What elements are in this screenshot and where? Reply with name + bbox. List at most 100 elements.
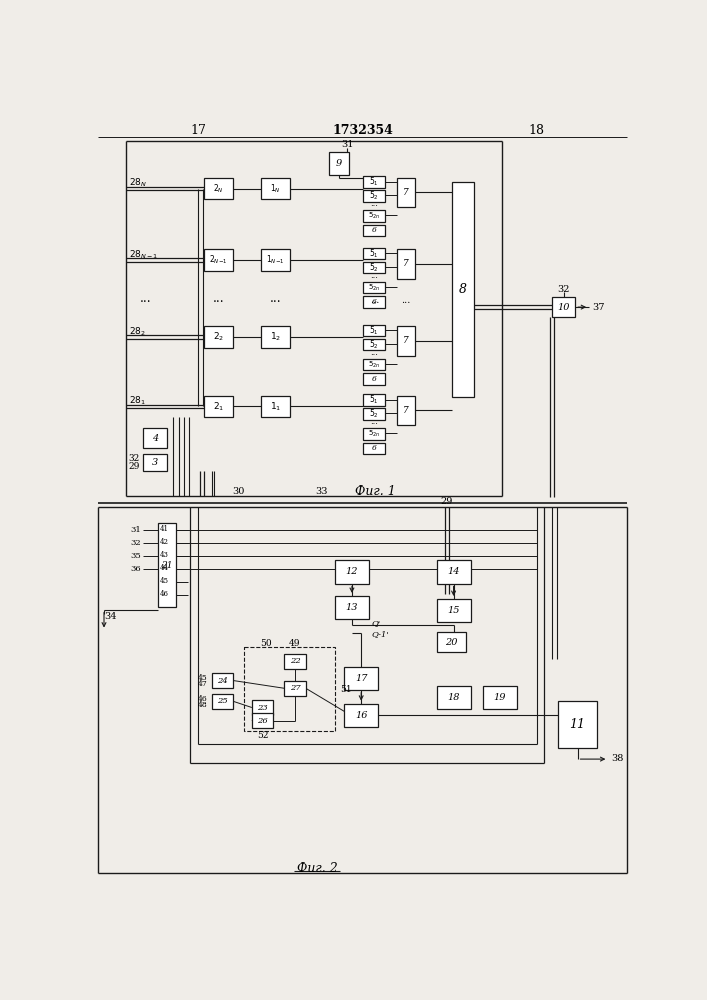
Text: ...: ... [370, 418, 378, 426]
Text: 50: 50 [260, 639, 271, 648]
Text: 33: 33 [315, 487, 327, 496]
Bar [363, 394, 385, 406]
Bar [363, 210, 385, 222]
Text: 38: 38 [612, 754, 624, 763]
Text: 12: 12 [346, 567, 358, 576]
Bar [335, 560, 369, 584]
Bar [329, 152, 349, 175]
Text: 24: 24 [217, 677, 228, 685]
Text: 32: 32 [130, 539, 141, 547]
Text: $5_2$: $5_2$ [369, 261, 379, 274]
Text: 1732354: 1732354 [332, 124, 393, 137]
Text: ...: ... [270, 292, 281, 305]
Text: $5_1$: $5_1$ [369, 394, 379, 406]
Bar [437, 632, 466, 652]
Bar [363, 373, 385, 385]
Bar [397, 178, 415, 207]
Text: 18: 18 [448, 693, 460, 702]
Text: 32: 32 [557, 285, 570, 294]
Text: ...: ... [140, 292, 151, 305]
Text: 37: 37 [592, 303, 604, 312]
Bar [212, 673, 233, 688]
Text: 8: 8 [459, 283, 467, 296]
Text: 42: 42 [160, 538, 168, 546]
Text: 17: 17 [355, 674, 368, 683]
Bar [483, 686, 517, 709]
Text: $5_1$: $5_1$ [369, 247, 379, 260]
Text: ...: ... [370, 200, 378, 208]
Bar [143, 454, 167, 471]
Text: 19: 19 [493, 693, 506, 702]
Text: $2_2$: $2_2$ [213, 331, 224, 343]
Bar [261, 178, 291, 199]
Text: 21: 21 [161, 561, 173, 570]
Text: 31: 31 [130, 526, 141, 534]
Text: 29: 29 [440, 497, 453, 506]
Text: 29: 29 [128, 462, 139, 471]
Text: 6: 6 [372, 444, 377, 452]
Bar [452, 182, 474, 397]
Bar [244, 647, 335, 731]
Bar [363, 443, 385, 454]
Text: Фиг. 2: Фиг. 2 [297, 862, 338, 875]
Text: 15: 15 [448, 606, 460, 615]
Text: 22: 22 [290, 657, 300, 665]
Text: Фиг. 1: Фиг. 1 [355, 485, 395, 498]
Bar [363, 262, 385, 273]
Text: 10: 10 [557, 303, 570, 312]
Text: 6: 6 [372, 375, 377, 383]
Bar [437, 560, 471, 584]
Text: 32: 32 [128, 454, 139, 463]
Text: 43: 43 [160, 551, 168, 559]
Bar [204, 249, 233, 271]
Text: 46: 46 [160, 590, 168, 598]
Text: 9: 9 [336, 159, 342, 168]
Bar [212, 694, 233, 709]
Text: 13: 13 [346, 603, 358, 612]
Text: 6: 6 [372, 226, 377, 234]
Bar [363, 296, 385, 308]
Text: ...: ... [370, 272, 378, 280]
Bar [363, 359, 385, 370]
Bar [261, 249, 291, 271]
Text: $5_{2n}$: $5_{2n}$ [368, 211, 380, 221]
Text: 46: 46 [197, 695, 207, 703]
Text: $5_2$: $5_2$ [369, 190, 379, 202]
Text: 48: 48 [197, 701, 207, 709]
Text: $28_2$: $28_2$ [129, 326, 146, 338]
Text: $1_2$: $1_2$ [270, 331, 281, 343]
Text: 3: 3 [152, 458, 158, 467]
Bar [559, 701, 597, 748]
Bar [204, 396, 233, 417]
Text: ...: ... [401, 296, 411, 305]
Bar [344, 704, 378, 727]
Bar [204, 326, 233, 348]
Bar [158, 523, 176, 607]
Text: $2_1$: $2_1$ [213, 400, 224, 413]
Text: $5_{2n}$: $5_{2n}$ [368, 282, 380, 293]
Text: 25: 25 [217, 697, 228, 705]
Bar [284, 681, 305, 696]
Text: 7: 7 [403, 336, 409, 345]
Text: 26: 26 [257, 717, 268, 725]
Text: $2_{N\!-\!1}$: $2_{N\!-\!1}$ [209, 254, 228, 266]
Text: Q-1': Q-1' [371, 630, 389, 638]
Text: 31: 31 [341, 140, 354, 149]
Text: ...: ... [213, 292, 225, 305]
Text: 35: 35 [130, 552, 141, 560]
Text: $5_1$: $5_1$ [369, 324, 379, 337]
Text: 49: 49 [288, 639, 300, 648]
Bar [252, 713, 274, 728]
Bar [284, 654, 305, 669]
Text: 20: 20 [445, 638, 457, 647]
Bar [397, 249, 415, 279]
Bar [363, 282, 385, 293]
Text: 6: 6 [372, 298, 377, 306]
Text: $5_2$: $5_2$ [369, 408, 379, 420]
Bar [397, 396, 415, 425]
Text: 41: 41 [160, 525, 168, 533]
Text: ...: ... [370, 296, 379, 305]
Bar [397, 326, 415, 356]
Text: 45: 45 [197, 674, 207, 682]
Bar [363, 339, 385, 350]
